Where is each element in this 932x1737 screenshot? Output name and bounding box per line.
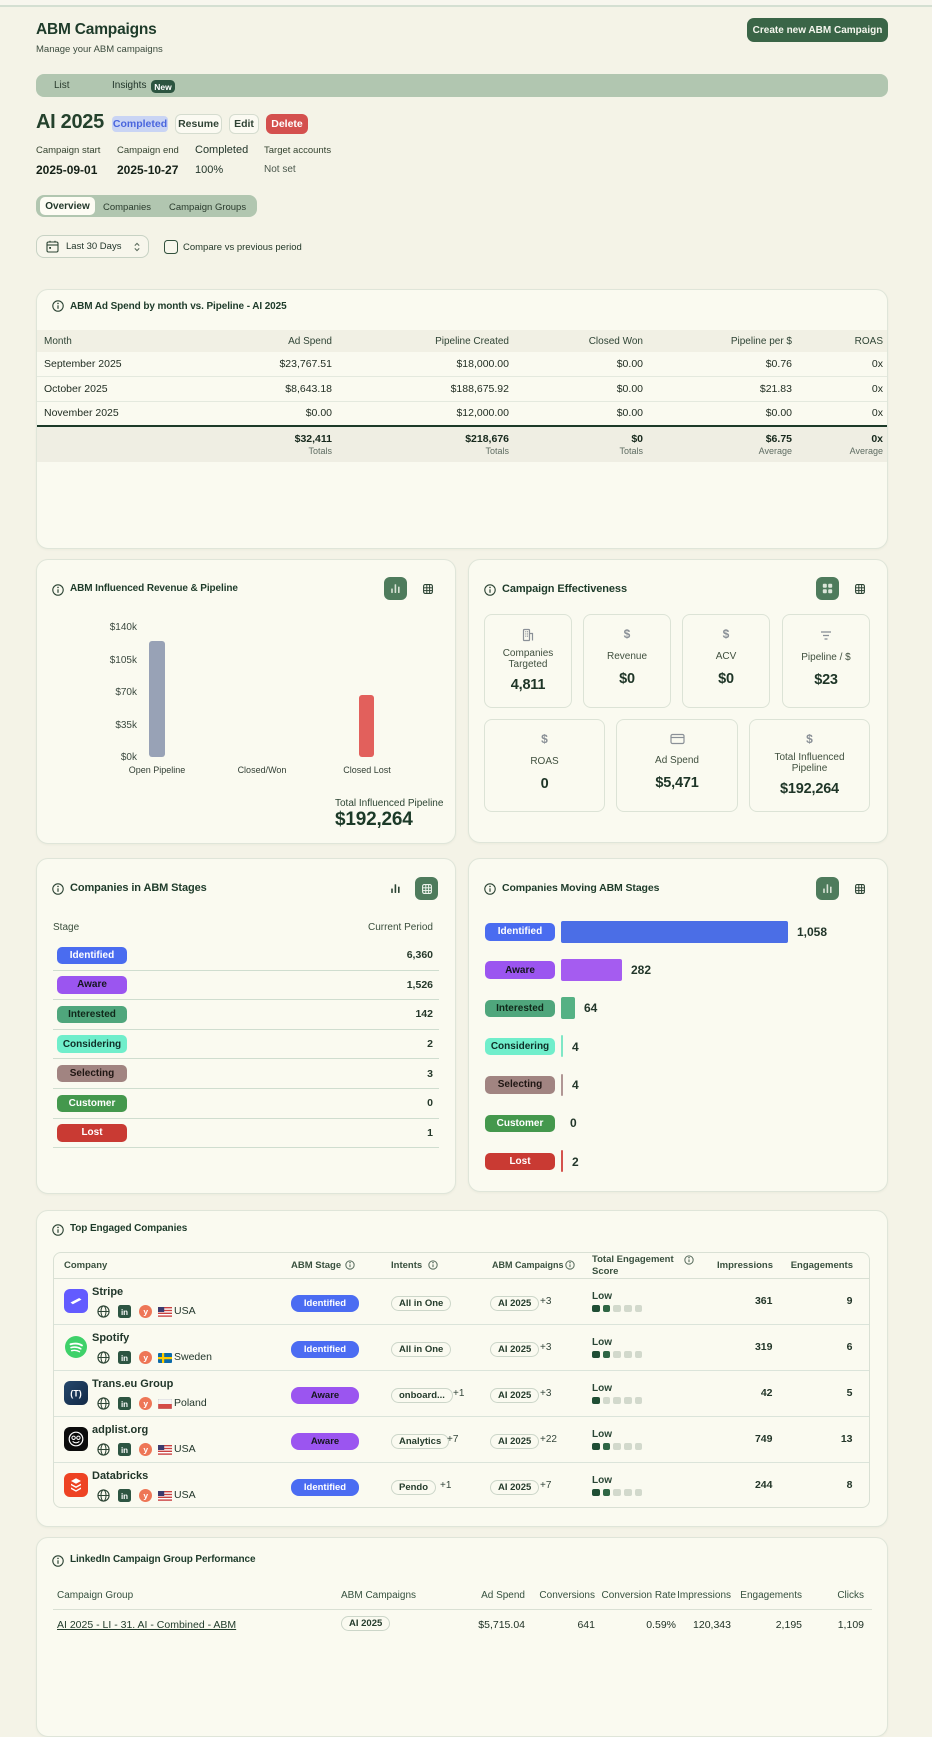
svg-text:in: in <box>121 1354 128 1363</box>
svg-text:y: y <box>143 1445 148 1455</box>
svg-text:in: in <box>121 1446 128 1455</box>
svg-text:in: in <box>121 1400 128 1409</box>
svg-text:y: y <box>143 1307 148 1317</box>
svg-text:y: y <box>143 1491 148 1501</box>
svg-text:y: y <box>143 1353 148 1363</box>
svg-text:(T): (T) <box>70 1389 82 1399</box>
svg-text:in: in <box>121 1492 128 1501</box>
svg-text:y: y <box>143 1399 148 1409</box>
svg-text:in: in <box>121 1308 128 1317</box>
